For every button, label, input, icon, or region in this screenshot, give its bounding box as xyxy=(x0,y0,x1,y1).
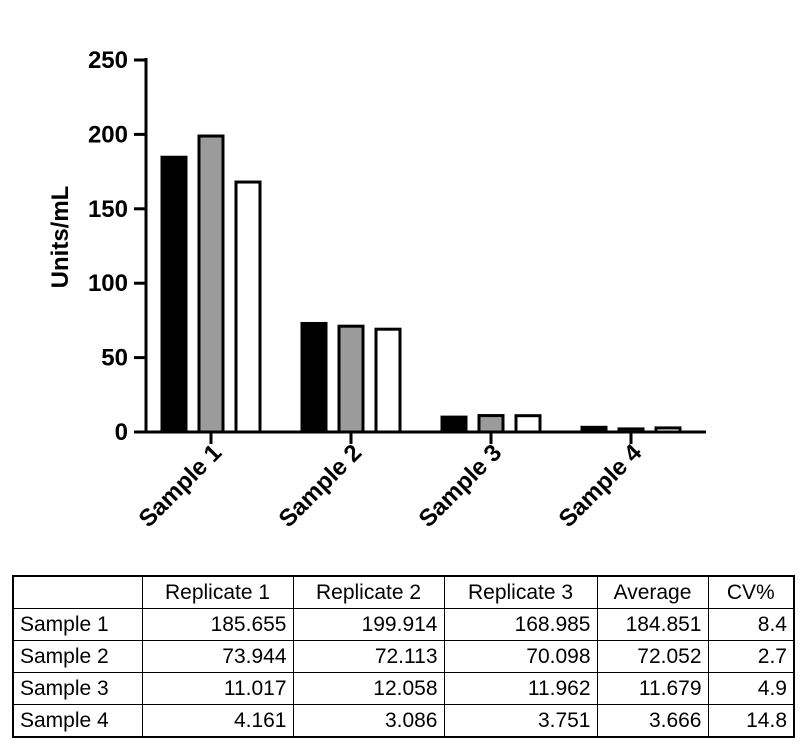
x-category-label: Sample 2 xyxy=(274,439,368,533)
y-tick-label: 50 xyxy=(101,345,128,372)
y-tick-label: 0 xyxy=(115,419,128,446)
table-cell: 11.679 xyxy=(596,672,709,705)
table-cell: 184.851 xyxy=(596,608,709,641)
table-cell: 72.052 xyxy=(596,640,709,673)
table-cell: 73.944 xyxy=(141,640,294,673)
table-cell: 11.962 xyxy=(443,672,598,705)
table-cell: 168.985 xyxy=(443,608,598,641)
x-category-label: Sample 4 xyxy=(554,439,648,533)
bar xyxy=(617,427,645,434)
table-cell: Sample 2 xyxy=(12,640,143,673)
table-cell: 2.7 xyxy=(707,640,795,673)
bar xyxy=(300,321,328,434)
table-cell: 4.9 xyxy=(707,672,795,705)
table-row: Sample 2 73.944 72.113 70.098 72.052 2.7 xyxy=(12,640,795,673)
bar xyxy=(477,414,505,434)
table-cell: 3.086 xyxy=(292,704,445,738)
bar xyxy=(654,426,682,434)
x-category-label: Sample 1 xyxy=(134,439,228,533)
y-axis-title: Units/mL xyxy=(47,186,74,289)
data-table: Replicate 1 Replicate 2 Replicate 3 Aver… xyxy=(12,575,795,738)
bar-chart: 0 50 100 150 200 250 Sample 1 Sample 2 Sample 3… xyxy=(47,47,706,533)
table-cell: 4.161 xyxy=(141,704,294,738)
table-cell: 70.098 xyxy=(443,640,598,673)
table-header-cell: Replicate 1 xyxy=(141,575,294,609)
x-category-label: Sample 3 xyxy=(414,439,508,533)
table-header-cell: Average xyxy=(596,575,709,609)
table-cell: 12.058 xyxy=(292,672,445,705)
table-header-cell xyxy=(12,575,143,609)
table-cell: Sample 3 xyxy=(12,672,143,705)
bar xyxy=(514,414,542,434)
bar xyxy=(197,134,225,434)
x-axis-group: Sample 1 Sample 2 Sample 3 Sample 4 xyxy=(134,430,706,533)
y-axis-group: 0 50 100 150 200 250 xyxy=(88,47,148,446)
table-header-row: Replicate 1 Replicate 2 Replicate 3 Aver… xyxy=(12,575,795,609)
table-cell: 185.655 xyxy=(141,608,294,641)
table-cell: 8.4 xyxy=(707,608,795,641)
table-cell: 199.914 xyxy=(292,608,445,641)
bars-group xyxy=(160,134,682,434)
table-header-cell: Replicate 2 xyxy=(292,575,445,609)
bar xyxy=(337,324,365,434)
table-cell: 3.751 xyxy=(443,704,598,738)
y-tick-label: 250 xyxy=(88,47,128,74)
bar xyxy=(440,415,468,434)
table-cell: Sample 4 xyxy=(12,704,143,738)
bar xyxy=(160,155,188,434)
table-row: Sample 1 185.655 199.914 168.985 184.851… xyxy=(12,608,795,641)
table-cell: 72.113 xyxy=(292,640,445,673)
bar xyxy=(234,180,262,434)
table-cell: Sample 1 xyxy=(12,608,143,641)
y-tick-label: 100 xyxy=(88,270,128,297)
y-tick-label: 150 xyxy=(88,196,128,223)
table-row: Sample 3 11.017 12.058 11.962 11.679 4.9 xyxy=(12,672,795,705)
table-row: Sample 4 4.161 3.086 3.751 3.666 14.8 xyxy=(12,704,795,738)
table-cell: 3.666 xyxy=(596,704,709,738)
table-header-cell: CV% xyxy=(707,575,795,609)
table-header-cell: Replicate 3 xyxy=(443,575,598,609)
y-tick-label: 200 xyxy=(88,121,128,148)
bar xyxy=(374,327,402,434)
table-cell: 14.8 xyxy=(707,704,795,738)
bar xyxy=(580,425,608,434)
table-cell: 11.017 xyxy=(141,672,294,705)
